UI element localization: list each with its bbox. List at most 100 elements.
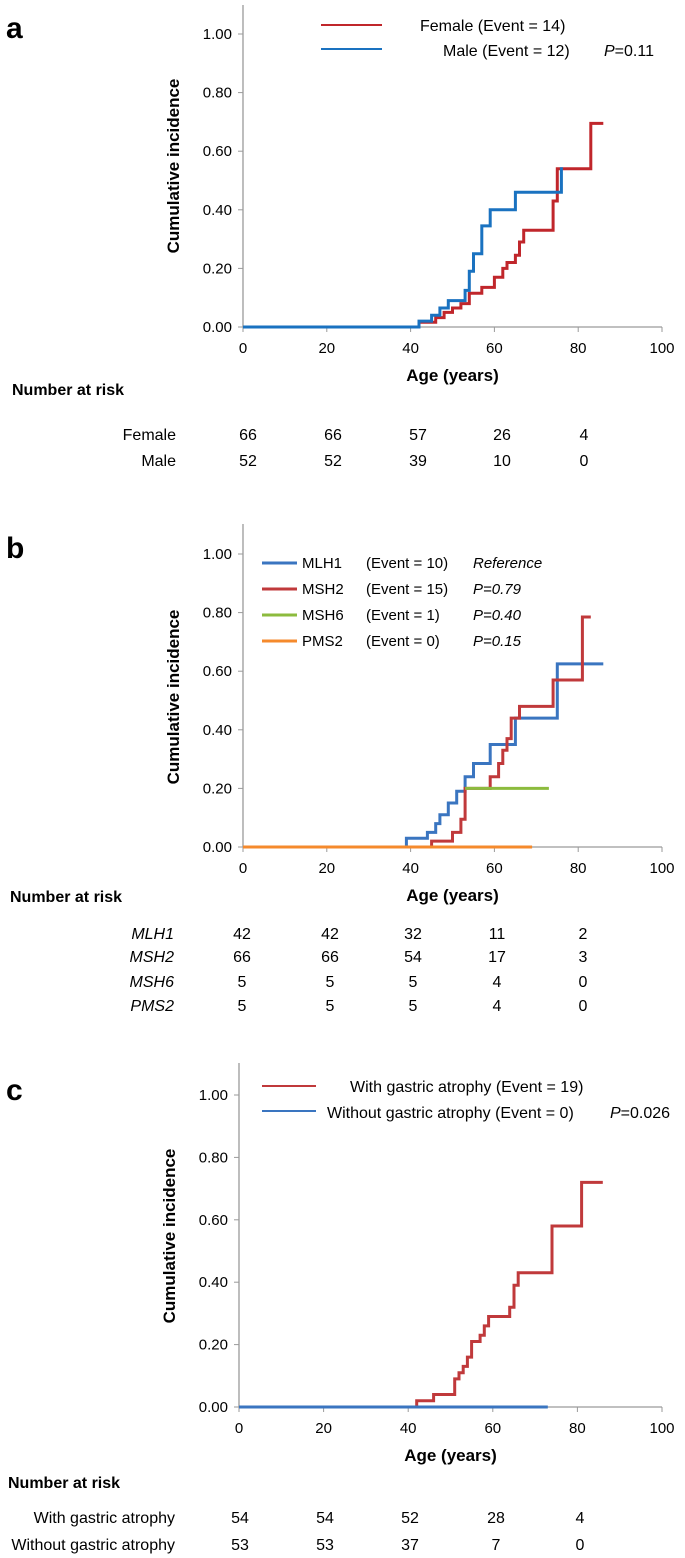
risk-cell: 4	[493, 974, 502, 991]
risk-cell: 5	[409, 998, 418, 1015]
legend-gene-msh6: MSH6	[302, 607, 344, 624]
p-value-label: P	[604, 43, 615, 60]
risk-cell: 28	[487, 1510, 505, 1527]
legend-gene-pms2: PMS2	[302, 633, 343, 650]
x-axis-title: Age (years)	[406, 366, 499, 385]
risk-cell: 42	[321, 926, 339, 943]
risk-cell: 42	[233, 926, 251, 943]
risk-cell: 54	[231, 1510, 249, 1527]
risk-cell: 57	[409, 427, 427, 444]
panel-a: a 0.000.200.400.600.801.000 20 40 60 80 100Ag…	[6, 5, 675, 470]
legend-event-mlh1: (Event = 10)	[366, 555, 448, 572]
risk-cell: 3	[579, 949, 588, 966]
series-line-female	[406, 121, 604, 329]
risk-cell: 66	[239, 427, 257, 444]
p-value: P=0.11	[604, 43, 654, 60]
x-tick-label: 100	[649, 340, 674, 357]
y-tick-label: 0.20	[199, 1337, 228, 1354]
risk-cell: 52	[239, 453, 257, 470]
risk-row-label: With gastric atrophy	[34, 1510, 175, 1527]
risk-cell: 53	[316, 1537, 334, 1554]
y-tick-label: 0.60	[203, 143, 232, 160]
p-value-number: =0.11	[615, 43, 654, 60]
p-value-number: =0.026	[621, 1105, 670, 1122]
series-line-msh2	[419, 615, 591, 849]
p-value: P=0.026	[610, 1105, 670, 1122]
y-tick-label: 0.60	[199, 1212, 228, 1229]
risk-row-label: Female	[123, 427, 176, 444]
y-axis-title: Cumulative incidence	[160, 1149, 179, 1324]
y-tick-label: 0.60	[203, 663, 232, 680]
x-tick-label: 0	[239, 340, 247, 357]
risk-row-label: PMS2	[130, 998, 174, 1015]
risk-cell: 4	[576, 1510, 585, 1527]
x-tick-label: 20	[315, 1420, 332, 1437]
legend-p-mlh1: Reference	[473, 555, 542, 572]
legend-label-without-atrophy: Without gastric atrophy (Event = 0)	[327, 1105, 574, 1122]
x-tick-label: 40	[400, 1420, 417, 1437]
y-axis-title: Cumulative incidence	[164, 610, 183, 785]
risk-cell: 0	[579, 998, 588, 1015]
risk-row-label: MSH6	[130, 974, 175, 991]
p-value-label: P	[610, 1105, 621, 1122]
legend-label-with-atrophy: With gastric atrophy (Event = 19)	[350, 1079, 583, 1096]
series-line-male	[243, 167, 563, 329]
y-tick-label: 1.00	[203, 546, 232, 563]
risk-table: Female 66 66 57 26 4 Male 52 52 39 10 0	[123, 427, 589, 470]
y-tick-label: 0.20	[203, 780, 232, 797]
risk-cell: 2	[579, 926, 588, 943]
risk-cell: 54	[316, 1510, 334, 1527]
risk-cell: 4	[493, 998, 502, 1015]
risk-cell: 0	[576, 1537, 585, 1554]
x-axis-title: Age (years)	[406, 886, 499, 905]
risk-table-title: Number at risk	[8, 1475, 120, 1492]
x-tick-label: 0	[239, 860, 247, 877]
x-tick-label: 60	[484, 1420, 501, 1437]
y-tick-label: 0.00	[199, 1399, 228, 1416]
x-tick-label: 80	[569, 1420, 586, 1437]
panel-label: a	[6, 12, 23, 45]
risk-row-label: MSH2	[130, 949, 175, 966]
risk-row-label: Without gastric atrophy	[11, 1537, 175, 1554]
risk-cell: 10	[493, 453, 511, 470]
x-tick-label: 80	[570, 340, 587, 357]
legend: MLH1 (Event = 10) Reference MSH2 (Event …	[262, 555, 542, 650]
risk-cell: 4	[580, 427, 589, 444]
panel-b: b 0.000.200.400.600.801.000 20 40 60 80 100Ag…	[6, 524, 675, 1015]
y-tick-label: 1.00	[199, 1087, 228, 1104]
risk-row-label: MLH1	[131, 926, 174, 943]
panel-label: c	[6, 1074, 23, 1107]
legend-event-msh2: (Event = 15)	[366, 581, 448, 598]
risk-table-title: Number at risk	[10, 889, 122, 906]
legend-event-pms2: (Event = 0)	[366, 633, 440, 650]
risk-cell: 5	[238, 974, 247, 991]
risk-cell: 52	[324, 453, 342, 470]
series-line-with-gastric-atrophy	[239, 1180, 603, 1409]
x-tick-label: 0	[235, 1420, 243, 1437]
plot-area: 0.00 0.20 0.40 0.60 0.80 1.00 0 20 40 60 80 100 Age …	[164, 524, 675, 905]
risk-table: With gastric atrophy 54 54 52 28 4 Without gas…	[11, 1510, 584, 1554]
x-tick-label: 60	[486, 340, 503, 357]
risk-row-label: Male	[141, 453, 176, 470]
legend-label-female: Female (Event = 14)	[420, 18, 565, 35]
y-tick-label: 0.00	[203, 839, 232, 856]
risk-cell: 39	[409, 453, 427, 470]
risk-cell: 17	[488, 949, 506, 966]
y-tick-label: 0.40	[199, 1274, 228, 1291]
risk-cell: 7	[492, 1537, 501, 1554]
legend-p-pms2: P=0.15	[473, 633, 522, 650]
legend-label-male: Male (Event = 12)	[443, 43, 570, 60]
panel-c: c 0.000.200.400.600.801.000 20 40 60 80 100Ag…	[6, 1063, 675, 1554]
x-tick-label: 20	[318, 340, 335, 357]
risk-cell: 5	[326, 998, 335, 1015]
risk-cell: 32	[404, 926, 422, 943]
y-tick-label: 0.40	[203, 722, 232, 739]
panel-label: b	[6, 532, 24, 565]
x-tick-label: 40	[402, 340, 419, 357]
x-tick-label: 100	[649, 1420, 674, 1437]
risk-cell: 52	[401, 1510, 419, 1527]
y-tick-label: 0.80	[199, 1149, 228, 1166]
y-tick-label: 1.00	[203, 26, 232, 43]
